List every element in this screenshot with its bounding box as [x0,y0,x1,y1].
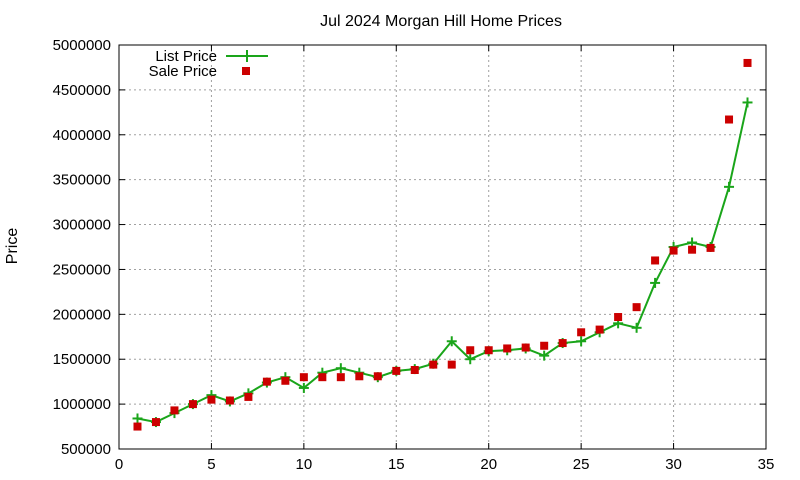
list-price-line [137,102,749,424]
plot-frame [118,44,767,450]
sale-price-point [725,115,734,124]
list-price-point [576,336,587,347]
y-tick-label: 2000000 [53,306,111,323]
sale-price-point [595,325,604,334]
list-price-point [742,97,753,108]
x-tick-label: 30 [665,456,682,473]
sale-price-point [262,377,271,386]
sale-price-point [355,372,364,381]
x-tick-label: 0 [115,456,123,473]
sale-price-point [577,328,586,337]
legend-marker-list-price [241,50,253,62]
y-tick-label: 2500000 [53,261,111,278]
sale-price-point [558,339,567,348]
list-price-point [724,181,735,192]
sale-price-point [614,313,623,322]
sale-price-point [373,372,382,381]
y-tick-label: 1000000 [53,396,111,413]
y-axis-label: Price [4,228,21,265]
x-axis: 0 5 10 15 20 25 30 35 [115,45,775,473]
x-tick-label: 10 [296,456,313,473]
y-tick-label: 3500000 [53,172,111,189]
y-axis: 500000 1000000 1500000 2000000 2500000 300000… [53,37,766,458]
sale-price-point [170,406,179,415]
sale-price-point [447,360,456,369]
sale-price-point [484,346,493,355]
y-tick-label: 4000000 [53,127,111,144]
chart-title: Jul 2024 Morgan Hill Home Prices [320,13,562,30]
y-tick-label: 3000000 [53,217,111,234]
sale-price-point [706,243,715,252]
x-tick-label: 5 [207,456,215,473]
plot-area [132,58,753,431]
y-tick-label: 1500000 [53,351,111,368]
y-tick-label: 5000000 [53,37,111,54]
list-price-point [298,382,309,393]
list-price-point [132,413,143,424]
sale-price-point [207,395,216,404]
legend-marker-sale-price [242,67,250,75]
x-tick-label: 15 [388,456,405,473]
sale-price-point [299,373,308,382]
sale-price-point [466,346,475,355]
list-price-point [539,350,550,361]
sale-price-point [651,256,660,265]
legend: List Price Sale Price [149,48,268,80]
sale-price-point [281,376,290,385]
x-tick-label: 20 [480,456,497,473]
list-price-point [465,354,476,365]
sale-price-point [151,418,160,427]
sale-price-point [225,396,234,405]
sale-price-point [688,245,697,254]
list-price-point [631,322,642,333]
sale-price-point [392,366,401,375]
sale-price-point [521,343,530,352]
legend-label-list-price: List Price [155,48,217,65]
sale-price-point [503,344,512,353]
y-tick-label: 500000 [61,441,111,458]
list-price-point [335,363,346,374]
sale-price-point [540,341,549,350]
x-tick-label: 25 [573,456,590,473]
legend-label-sale-price: Sale Price [149,63,217,80]
sale-price-point [336,373,345,382]
sale-price-point [244,392,253,401]
sale-price-point [632,303,641,312]
list-price-point [446,336,457,347]
list-price-point [650,277,661,288]
sale-price-point [743,58,752,67]
sale-price-point [410,365,419,374]
sale-price-point [669,246,678,255]
sale-price-point [133,422,142,431]
sale-price-point [318,373,327,382]
sale-price-point [429,360,438,369]
sale-price-point [188,400,197,409]
x-tick-label: 35 [758,456,775,473]
y-tick-label: 4500000 [53,82,111,99]
